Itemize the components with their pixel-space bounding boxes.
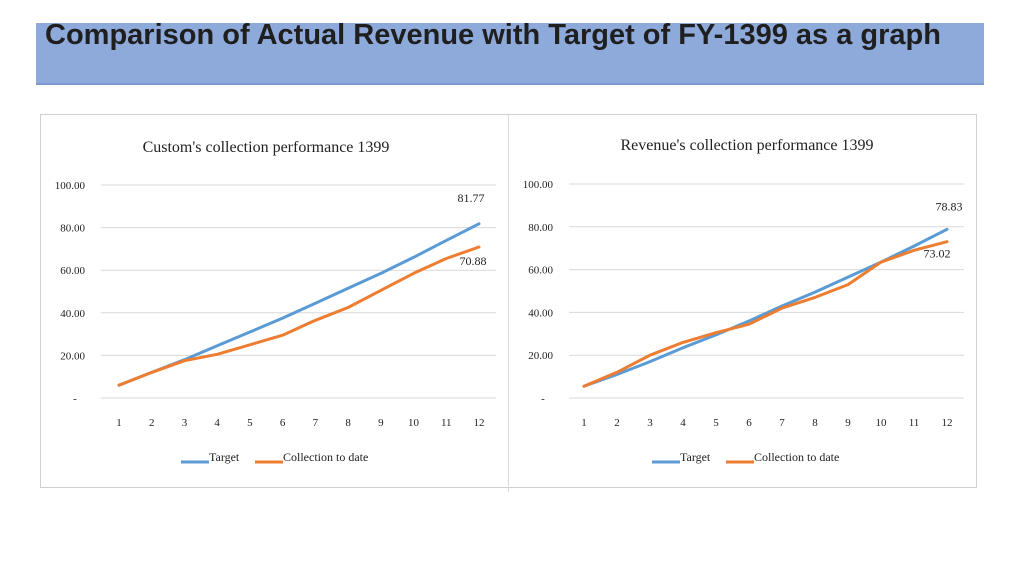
y-tick-label: 20.00 xyxy=(60,350,85,362)
data-label: 81.77 xyxy=(458,191,485,205)
x-tick-label: 3 xyxy=(647,417,653,429)
legend-label: Target xyxy=(680,450,711,464)
x-tick-label: 9 xyxy=(378,417,384,429)
x-tick-label: 2 xyxy=(614,417,620,429)
chart-panel-customs: Custom's collection performance 1399 - 20.… xyxy=(41,115,508,492)
x-tick-label: 12 xyxy=(942,417,953,429)
chart-frame: Custom's collection performance 1399 - 20.… xyxy=(40,114,977,492)
x-tick-label: 5 xyxy=(713,417,719,429)
data-label: 70.88 xyxy=(460,254,487,268)
chart-title: Custom's collection performance 1399 xyxy=(143,139,390,156)
x-tick-label: 1 xyxy=(581,417,587,429)
chart-title: Revenue's collection performance 1399 xyxy=(620,137,873,154)
x-tick-label: 11 xyxy=(441,417,452,429)
y-tick-label: 20.00 xyxy=(528,350,553,362)
x-tick-label: 6 xyxy=(746,417,752,429)
x-tick-label: 12 xyxy=(474,417,485,429)
y-tick-label: 80.00 xyxy=(60,223,85,235)
x-tick-label: 7 xyxy=(779,417,785,429)
y-tick-label: 60.00 xyxy=(528,265,553,277)
legend-label: Collection to date xyxy=(283,450,368,464)
y-tick-label: 40.00 xyxy=(528,307,553,319)
x-tick-label: 4 xyxy=(680,417,686,429)
x-tick-label: 4 xyxy=(214,417,220,429)
x-tick-label: 9 xyxy=(845,417,851,429)
title-band xyxy=(36,23,984,85)
x-tick-label: 8 xyxy=(812,417,818,429)
y-tick-label: - xyxy=(541,393,545,405)
x-tick-label: 1 xyxy=(116,417,122,429)
y-tick-label: 100.00 xyxy=(55,180,86,192)
x-tick-label: 8 xyxy=(345,417,351,429)
series-line-target xyxy=(117,222,481,387)
x-tick-label: 2 xyxy=(149,417,155,429)
y-tick-label: 40.00 xyxy=(60,308,85,320)
data-label: 73.02 xyxy=(924,247,951,261)
series-line-collection-to-date xyxy=(582,240,949,388)
y-tick-label: 60.00 xyxy=(60,265,85,277)
x-tick-label: 11 xyxy=(909,417,920,429)
x-tick-label: 5 xyxy=(247,417,253,429)
revenue-chart: Revenue's collection performance 1399 - 20… xyxy=(523,137,964,464)
customs-chart: Custom's collection performance 1399 - 20.… xyxy=(55,139,496,464)
y-tick-label: - xyxy=(73,393,77,405)
x-tick-label: 6 xyxy=(280,417,286,429)
series-line-collection-to-date xyxy=(117,245,481,387)
legend-label: Target xyxy=(209,450,240,464)
chart-panel-revenue: Revenue's collection performance 1399 - 20… xyxy=(508,115,976,492)
x-tick-label: 7 xyxy=(313,417,319,429)
slide-title: Comparison of Actual Revenue with Target… xyxy=(45,19,941,51)
x-tick-label: 3 xyxy=(182,417,188,429)
x-tick-label: 10 xyxy=(408,417,420,429)
x-tick-label: 10 xyxy=(876,417,888,429)
data-label: 78.83 xyxy=(936,199,963,213)
legend-label: Collection to date xyxy=(754,450,839,464)
y-tick-label: 80.00 xyxy=(528,222,553,234)
y-tick-label: 100.00 xyxy=(523,179,554,191)
